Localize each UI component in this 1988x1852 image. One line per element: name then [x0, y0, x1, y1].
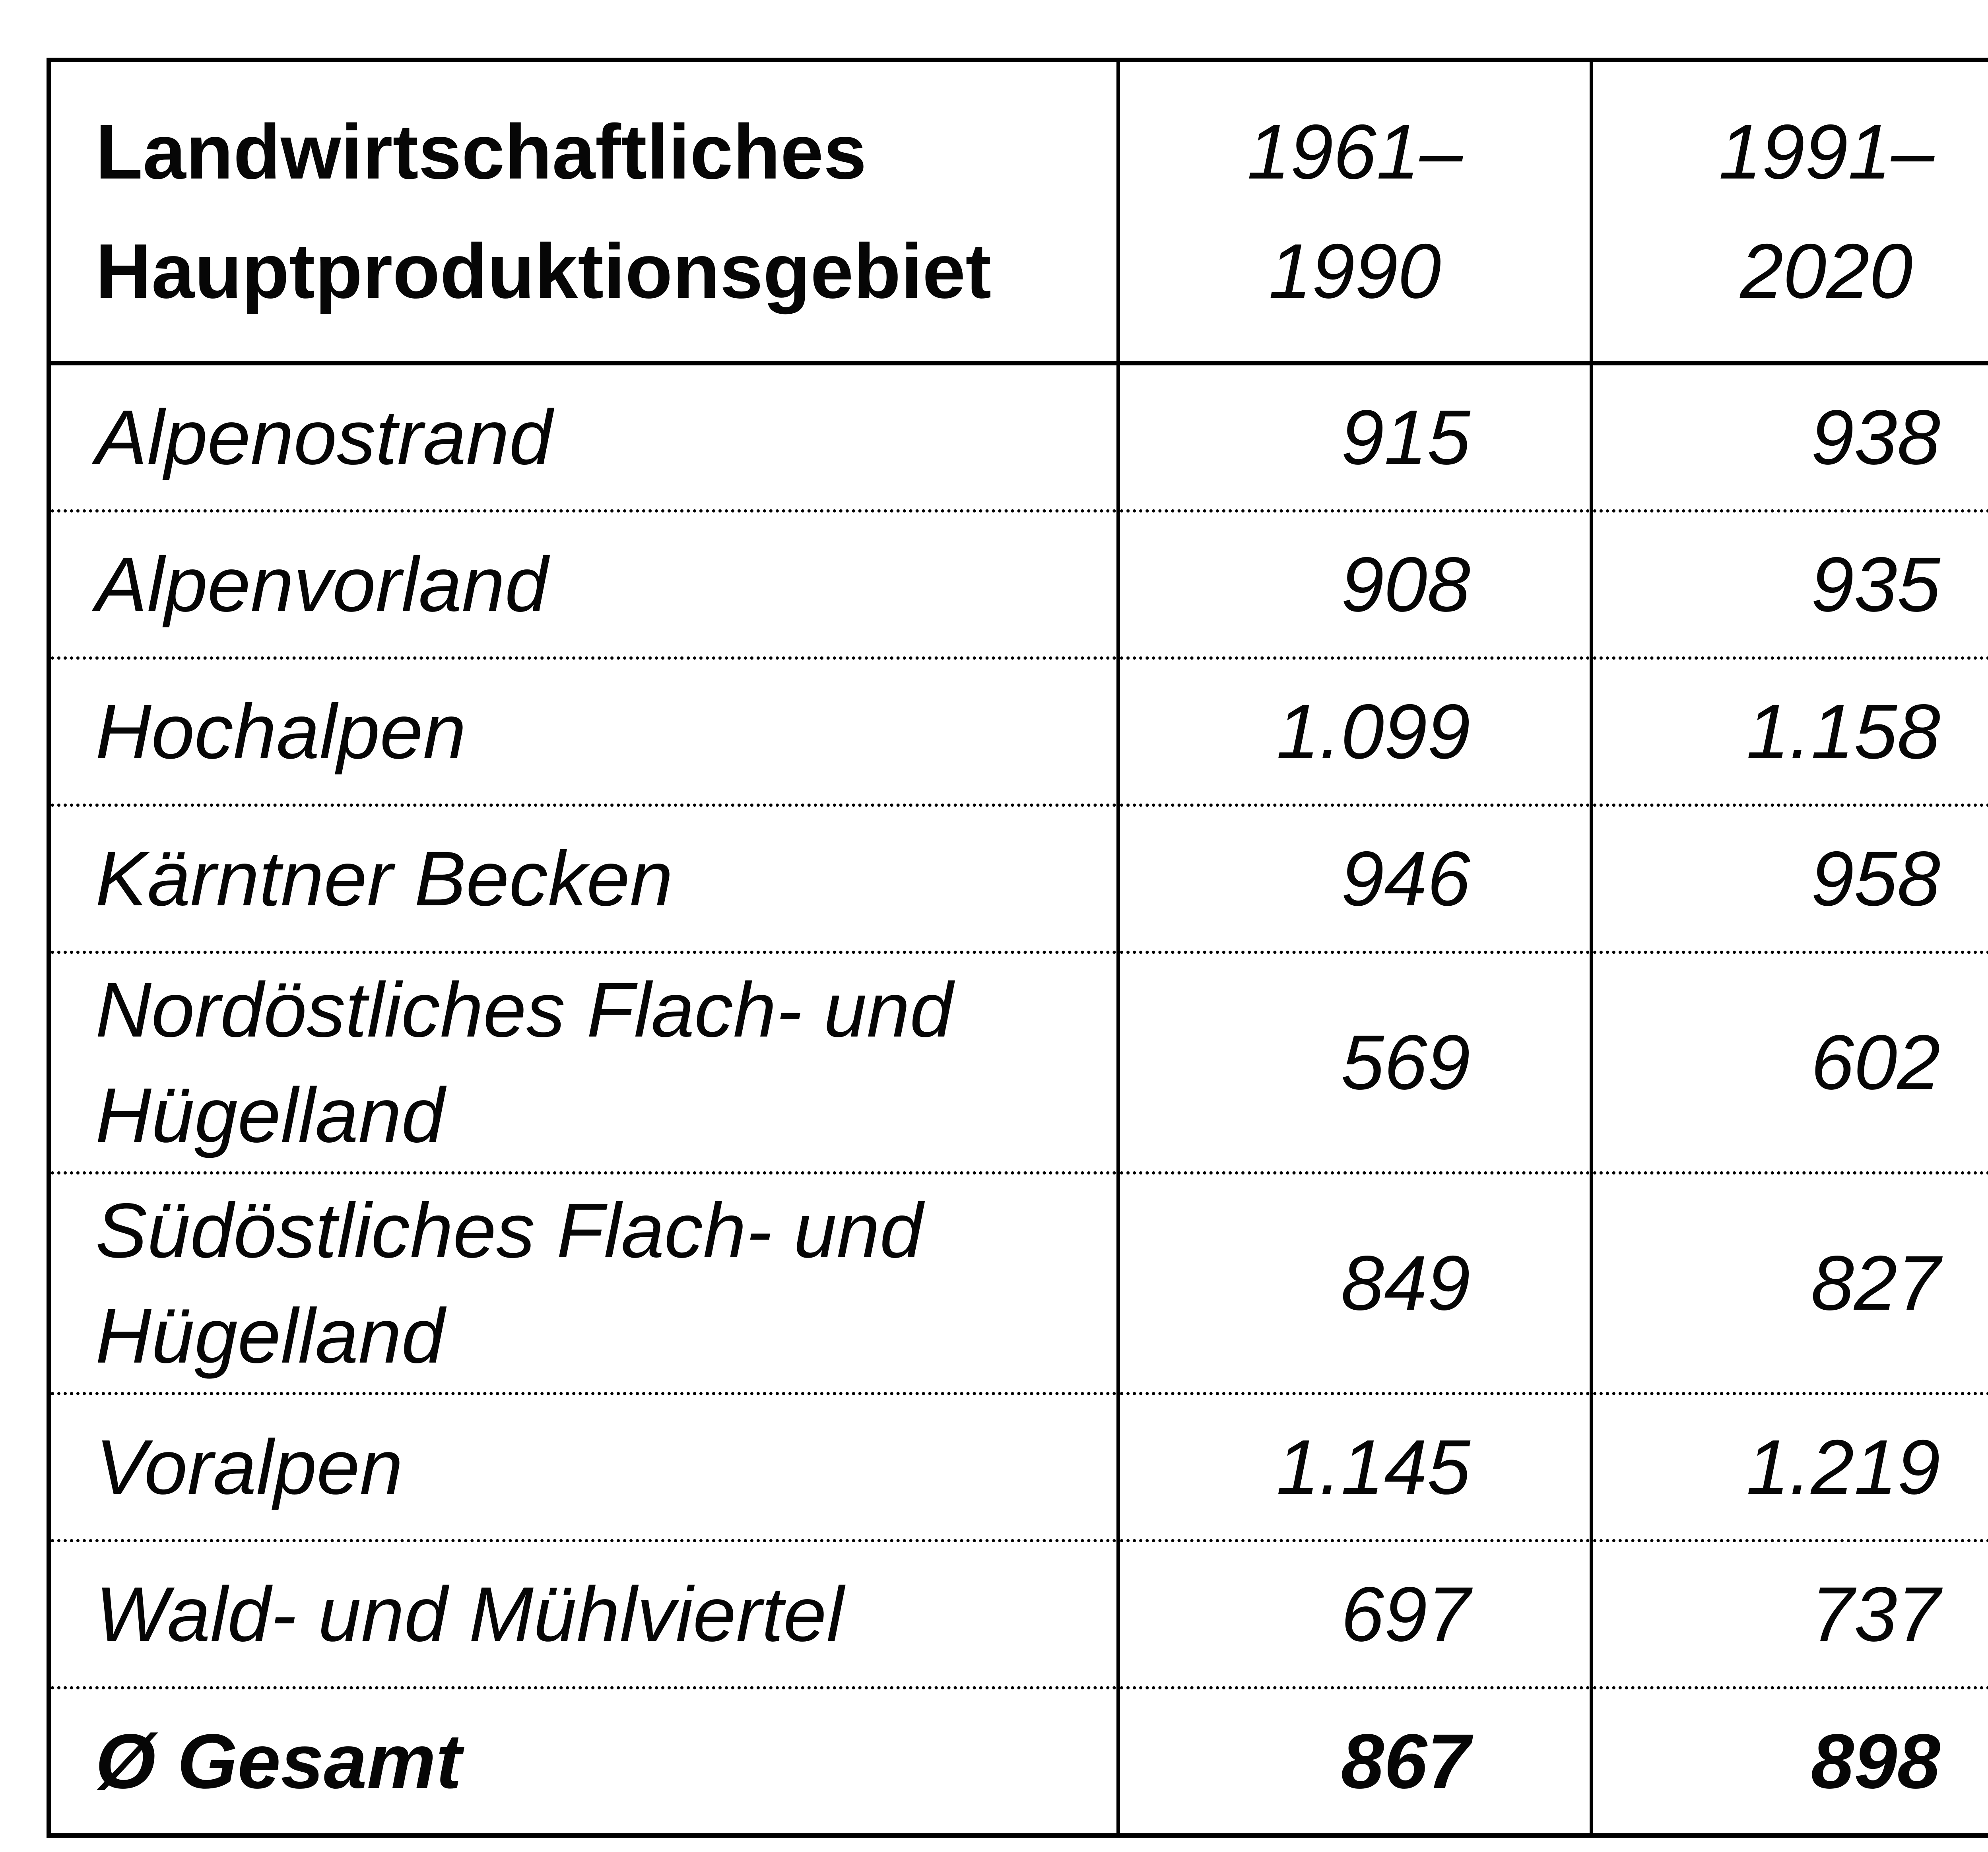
value-cell-period2: 737 [1590, 1539, 1988, 1688]
value-cell-period2: 1.158 [1590, 656, 1988, 805]
total-value-period2: 898 [1590, 1686, 1988, 1836]
value-cell-period1: 1.145 [1116, 1392, 1592, 1541]
production-area-table: Landwirtschaftliches Hauptproduktionsgeb… [47, 58, 1988, 1838]
value-cell-period2: 935 [1590, 509, 1988, 658]
table-row-kaerntner-becken: Kärntner Becken 946 958 [49, 804, 1988, 952]
region-cell: Kärntner Becken [49, 804, 1118, 952]
value-cell-period1: 569 [1116, 951, 1592, 1173]
value-cell-period1: 915 [1116, 363, 1592, 511]
header-period1-line1: 1961– [1247, 109, 1463, 195]
header-period2-line2: 2020 [1740, 228, 1913, 314]
region-cell: Nordöstliches Flach- und Hügelland [49, 951, 1118, 1173]
table-row-voralpen: Voralpen 1.145 1.219 [49, 1392, 1988, 1541]
table-header-row: Landwirtschaftliches Hauptproduktionsgeb… [49, 60, 1988, 365]
region-cell: Alpenostrand [95, 394, 553, 481]
total-value-period1: 867 [1116, 1686, 1592, 1836]
header-region-label: Landwirtschaftliches Hauptproduktionsgeb… [49, 60, 1118, 365]
table-row-suedoestliches-flach-und-huegelland: Südöstliches Flach- und Hügelland 849 82… [49, 1171, 1988, 1394]
value-cell-period1: 908 [1116, 509, 1592, 658]
total-label: Ø Gesamt [49, 1686, 1118, 1836]
header-period1-line2: 1990 [1268, 228, 1441, 314]
value-cell-period1: 1.099 [1116, 656, 1592, 805]
value-cell-period1: 697 [1116, 1539, 1592, 1688]
region-cell: Wald- und Mühlviertel [49, 1539, 1118, 1688]
table-row-alpenvorland: Alpenvorland 908 935 [49, 509, 1988, 658]
value-cell-period1: 946 [1116, 804, 1592, 952]
table-row-total-gesamt: Ø Gesamt 867 898 [49, 1686, 1988, 1836]
region-cell: Alpenvorland [49, 509, 1118, 658]
value-cell-period2: 602 [1590, 951, 1988, 1173]
table-row-hochalpen: Hochalpen 1.099 1.158 [49, 656, 1988, 805]
table-row-nordoestliches-flach-und-huegelland: Nordöstliches Flach- und Hügelland 569 6… [49, 951, 1988, 1173]
region-cell: Südöstliches Flach- und Hügelland [49, 1171, 1118, 1394]
header-period-1991-2020: 1991– 2020 [1590, 60, 1988, 365]
table-row-wald-und-muehlviertel: Wald- und Mühlviertel 697 737 [49, 1539, 1988, 1688]
region-cell: Voralpen [49, 1392, 1118, 1541]
table-row-alpenostrand: Alpenostrand 915 938 [49, 363, 1988, 511]
header-period-1961-1990: 1961– 1990 [1116, 60, 1592, 365]
value-cell-period2: 1.219 [1590, 1392, 1988, 1541]
value-cell-period2: 827 [1590, 1171, 1988, 1394]
document-table-region: Landwirtschaftliches Hauptproduktionsgeb… [47, 58, 1988, 1838]
value-cell-period2: 958 [1590, 804, 1988, 952]
value-cell-period1: 849 [1116, 1171, 1592, 1394]
value-cell-period2: 938 [1590, 363, 1988, 511]
region-cell: Hochalpen [49, 656, 1118, 805]
header-period2-line1: 1991– [1718, 109, 1934, 195]
